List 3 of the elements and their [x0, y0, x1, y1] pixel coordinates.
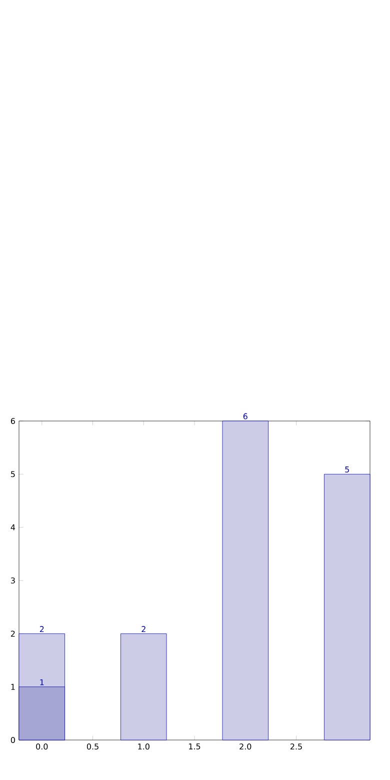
bar	[222, 420, 268, 740]
bar	[120, 633, 167, 740]
bar	[324, 474, 370, 740]
